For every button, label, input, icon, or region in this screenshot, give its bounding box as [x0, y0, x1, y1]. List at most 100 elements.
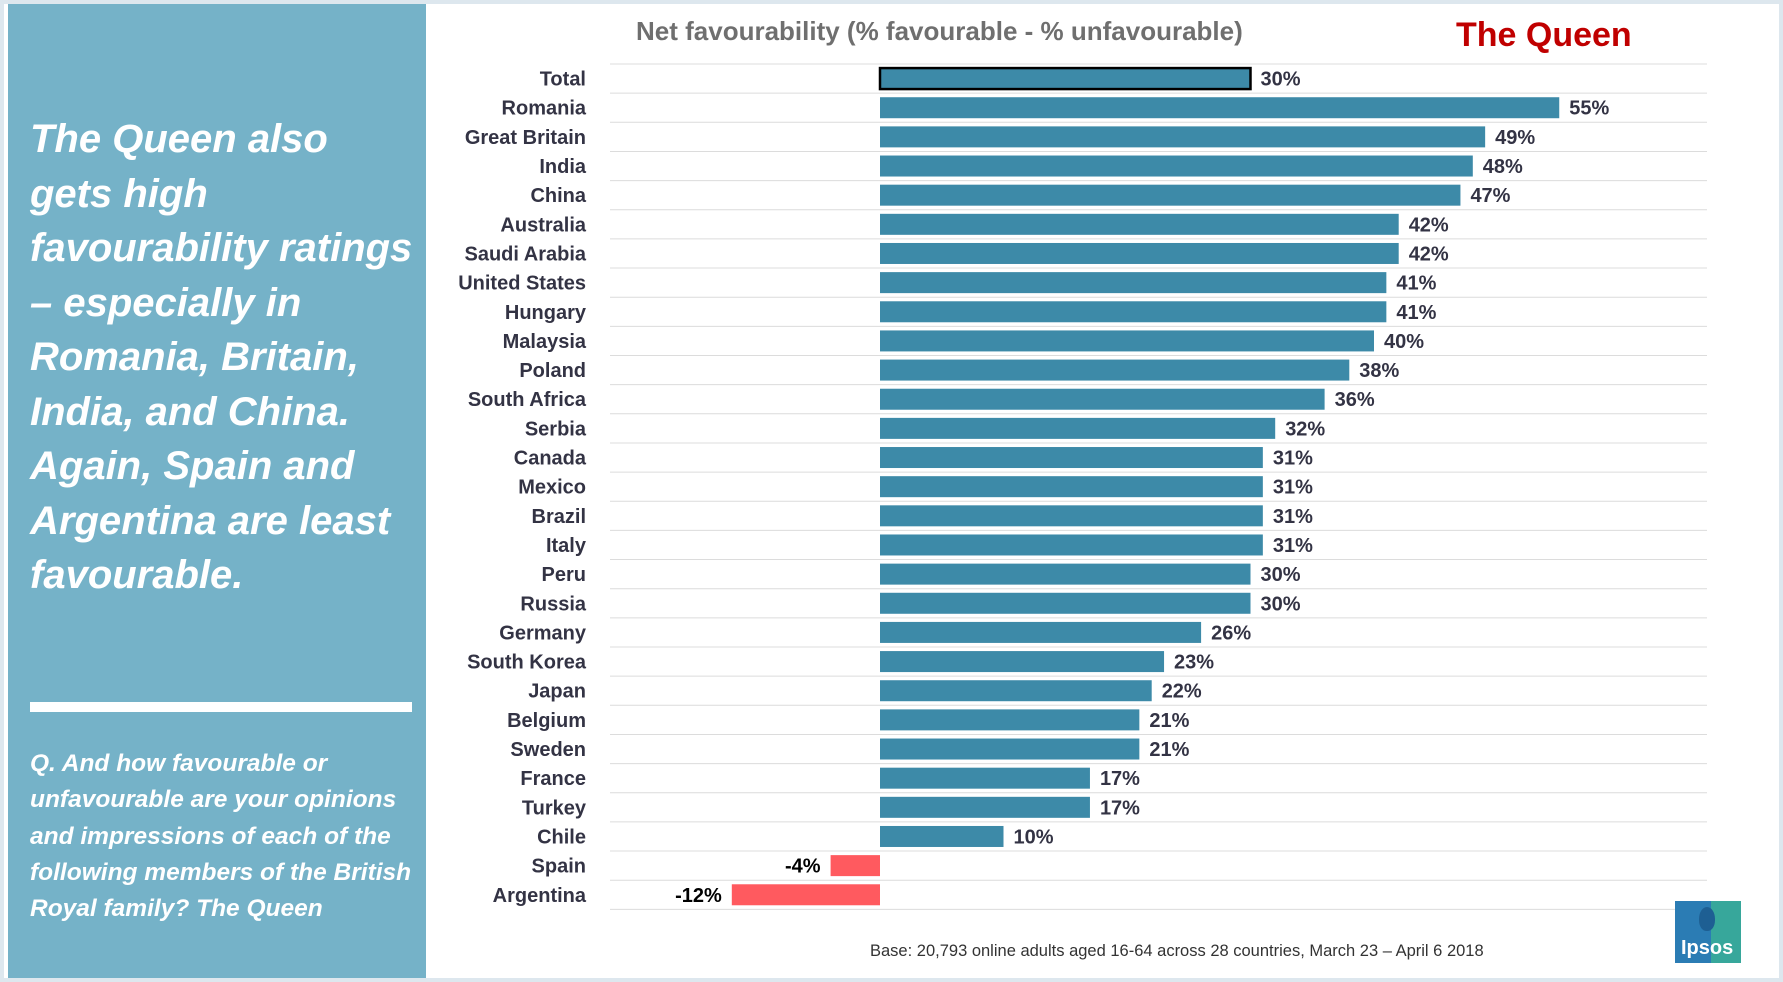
category-label: Belgium — [507, 710, 586, 732]
category-label: France — [520, 768, 586, 790]
bar — [880, 680, 1152, 702]
data-label: 41% — [1396, 273, 1436, 295]
footnote: Base: 20,793 online adults aged 16-64 ac… — [870, 942, 1484, 960]
category-label: United States — [458, 273, 586, 295]
category-label: Germany — [499, 622, 587, 644]
category-label: Spain — [532, 856, 586, 878]
data-label: 22% — [1162, 681, 1202, 703]
bar — [880, 767, 1090, 789]
data-label: 17% — [1100, 768, 1140, 790]
data-label: 30% — [1261, 593, 1301, 615]
category-label: Malaysia — [503, 331, 587, 353]
bar — [880, 97, 1560, 119]
chart-title: Net favourability (% favourable - % unfa… — [636, 16, 1243, 46]
category-label: Argentina — [493, 885, 587, 907]
bar — [880, 534, 1263, 556]
bar — [880, 272, 1387, 294]
logo-bar — [1711, 901, 1741, 963]
category-label: Russia — [520, 593, 586, 615]
data-label: 31% — [1273, 506, 1313, 528]
data-label: 21% — [1149, 739, 1189, 761]
category-label: Australia — [500, 214, 586, 236]
bar — [880, 476, 1263, 498]
bar — [880, 796, 1090, 818]
slide: The Queen also gets high favourability r… — [4, 4, 1779, 978]
data-label: 21% — [1149, 710, 1189, 732]
category-label: Peru — [542, 564, 586, 586]
bar — [880, 417, 1276, 439]
data-label: 31% — [1273, 477, 1313, 499]
data-label: 31% — [1273, 535, 1313, 557]
data-label: 36% — [1335, 389, 1375, 411]
bar — [880, 592, 1251, 614]
bar — [880, 621, 1202, 643]
bar-highlighted — [878, 66, 1252, 91]
data-label: 49% — [1495, 127, 1535, 149]
left-panel: The Queen also gets high favourability r… — [8, 4, 426, 978]
bar — [880, 651, 1165, 673]
category-label: Great Britain — [465, 127, 586, 149]
bar — [880, 359, 1350, 381]
data-label: 47% — [1470, 185, 1510, 207]
bar — [880, 505, 1263, 527]
category-label: Italy — [546, 535, 587, 557]
category-label: Chile — [537, 826, 586, 848]
bar — [880, 447, 1263, 469]
bar — [880, 388, 1325, 410]
data-label: -12% — [675, 885, 722, 907]
data-label: 26% — [1211, 622, 1251, 644]
category-label: Canada — [514, 448, 587, 470]
subject-label: The Queen — [1456, 16, 1632, 54]
category-label: South Africa — [468, 389, 587, 411]
data-label: 10% — [1014, 826, 1054, 848]
category-label: Poland — [519, 360, 586, 382]
bar — [880, 330, 1374, 352]
ipsos-logo: Ipsos — [1675, 901, 1741, 963]
category-label: Turkey — [522, 797, 587, 819]
data-label: 48% — [1483, 156, 1523, 178]
data-label: 30% — [1261, 69, 1301, 91]
bar — [880, 242, 1399, 264]
data-label: 30% — [1261, 564, 1301, 586]
category-label: Brazil — [532, 506, 586, 528]
category-label: India — [539, 156, 587, 178]
category-label: Romania — [502, 98, 587, 120]
data-label: 42% — [1409, 243, 1449, 265]
category-label: Total — [540, 69, 586, 91]
data-label: -4% — [785, 856, 821, 878]
category-label: Japan — [528, 681, 586, 703]
logo-text: Ipsos — [1681, 937, 1734, 959]
category-label: Sweden — [510, 739, 586, 761]
divider — [30, 702, 412, 712]
data-label: 41% — [1396, 302, 1436, 324]
logo-drop-icon — [1699, 907, 1715, 931]
headline: The Queen also gets high favourability r… — [30, 117, 413, 597]
bar-chart: Total 30% Romania 55% Great Britain 49% India 4… — [458, 63, 1707, 910]
category-label: Serbia — [525, 418, 587, 440]
data-label: 55% — [1569, 98, 1609, 120]
bar — [880, 709, 1140, 731]
bar — [830, 855, 880, 877]
bar — [880, 155, 1473, 177]
data-label: 17% — [1100, 797, 1140, 819]
data-label: 38% — [1359, 360, 1399, 382]
category-label: China — [530, 185, 586, 207]
category-label: Hungary — [505, 302, 587, 324]
bar — [880, 301, 1387, 323]
data-label: 23% — [1174, 652, 1214, 674]
bar — [880, 213, 1399, 235]
data-label: 31% — [1273, 448, 1313, 470]
data-label: 42% — [1409, 214, 1449, 236]
category-label: Saudi Arabia — [464, 243, 586, 265]
survey-question: Q. And how favourable or unfavourable ar… — [30, 750, 412, 923]
category-label: Mexico — [518, 477, 586, 499]
category-label: South Korea — [467, 652, 587, 674]
bar — [880, 126, 1486, 148]
data-label: 32% — [1285, 418, 1325, 440]
bar — [880, 184, 1461, 206]
bar — [880, 738, 1140, 760]
data-label: 40% — [1384, 331, 1424, 353]
bar — [880, 825, 1004, 847]
bar — [731, 884, 880, 906]
bar — [880, 563, 1251, 585]
